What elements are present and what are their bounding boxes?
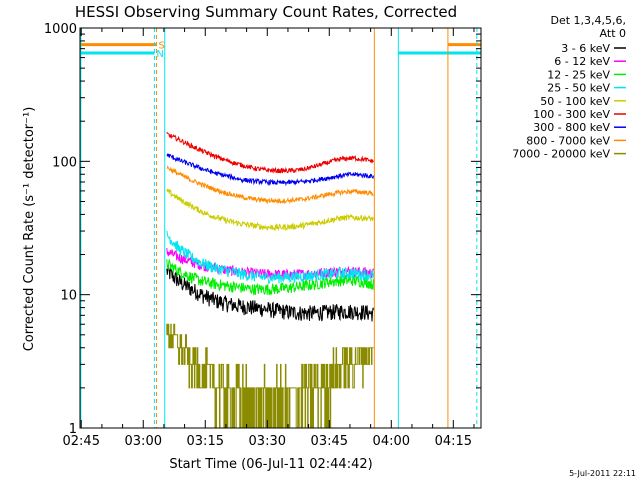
series-line-3to6kev <box>166 264 374 322</box>
series-lines <box>166 131 374 429</box>
x-axis-label: Start Time (06-Jul-11 02:44:42) <box>169 457 372 472</box>
x-tick-label: 04:15 <box>435 434 472 449</box>
x-tick-label: 03:15 <box>187 434 224 449</box>
legend-header-line: Det 1,3,4,5,6, <box>550 14 626 27</box>
legend-entry-label: 25 - 50 keV <box>547 82 610 95</box>
legend-entry-label: 6 - 12 keV <box>554 55 610 68</box>
series-line-800to7000kev <box>166 164 374 205</box>
plot-frame <box>79 27 482 429</box>
legend-entry-label: 7000 - 20000 keV <box>512 148 610 161</box>
legend-entry-label: 100 - 300 keV <box>533 108 610 121</box>
legend-entry-label: 12 - 25 keV <box>547 68 610 81</box>
series-line-7000to20000kev <box>166 323 374 429</box>
x-tick-label: 03:45 <box>311 434 348 449</box>
axes: 02:45 03:00 03:15 03:30 03:45 04:00 04:15 1 10 10… <box>44 22 482 449</box>
legend-entry-label: 50 - 100 keV <box>540 95 610 108</box>
x-tick-label: 02:45 <box>63 434 100 449</box>
series-line-25to50kev <box>166 230 374 284</box>
y-axis-label: Corrected Count Rate (s⁻¹ detector⁻¹) <box>22 107 37 352</box>
legend-entry-label: 300 - 800 keV <box>533 121 610 134</box>
y-tick-label: 100 <box>52 155 77 170</box>
flag-bars: SN <box>80 28 481 428</box>
series-line-300to800kev <box>166 153 374 187</box>
legend-entry-label: 3 - 6 keV <box>561 42 610 55</box>
legend-header-line: Att 0 <box>600 27 626 40</box>
x-tick-label: 03:30 <box>249 434 286 449</box>
date-stamp: 5-Jul-2011 22:11 <box>569 469 636 478</box>
chart-title: HESSI Observing Summary Count Rates, Cor… <box>75 3 457 21</box>
x-tick-label: 04:00 <box>373 434 410 449</box>
series-line-50to100kev <box>166 188 374 232</box>
y-tick-label: 1 <box>69 422 77 437</box>
series-line-100to300kev <box>166 131 374 174</box>
flag-label-s: S <box>158 41 164 52</box>
series-line-12to25kev <box>166 258 374 296</box>
x-tick-label: 03:00 <box>125 434 162 449</box>
flag-label-n: N <box>156 49 163 60</box>
y-tick-label: 1000 <box>44 22 77 37</box>
y-tick-label: 10 <box>60 289 77 304</box>
legend-entry-label: 800 - 7000 keV <box>526 134 610 147</box>
